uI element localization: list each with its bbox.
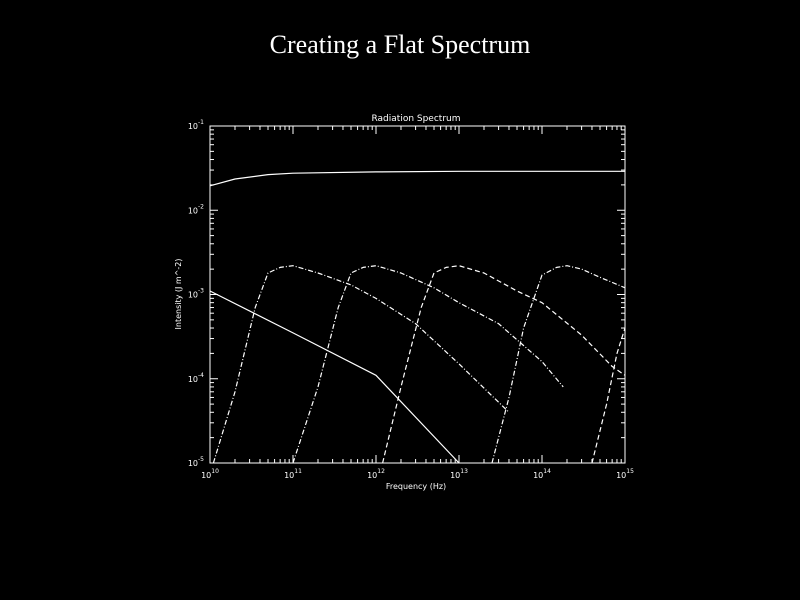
- x-tick-label: 1013: [450, 468, 468, 480]
- slide-title: Creating a Flat Spectrum: [269, 30, 531, 59]
- y-tick-label: 10-3: [188, 288, 204, 300]
- chart-title: Radiation Spectrum: [371, 114, 460, 124]
- plot-frame: [209, 125, 626, 464]
- x-tick-label: 1015: [616, 468, 634, 480]
- axis-ticks: [209, 126, 625, 464]
- x-axis-label: Frequency (Hz): [386, 482, 446, 491]
- y-tick-label: 10-1: [188, 119, 204, 131]
- series-line-5: [382, 265, 626, 464]
- tick-labels: 1010 1011 1012 1013 1014 1015 10-5 10-4 10-3 10-2…: [188, 119, 634, 480]
- series-line-3: [212, 265, 510, 464]
- x-tick-label: 1010: [201, 468, 219, 480]
- series-line-4: [292, 265, 564, 464]
- series-line-7: [591, 327, 626, 464]
- series-line-1: [209, 170, 625, 187]
- y-tick-label: 10-4: [188, 372, 204, 384]
- series-group: [209, 170, 626, 464]
- series-line-6: [491, 265, 626, 464]
- plot-border: [209, 125, 626, 464]
- x-tick-label: 1012: [367, 468, 385, 480]
- x-tick-label: 1014: [533, 468, 551, 480]
- x-tick-label: 1011: [284, 468, 302, 480]
- y-axis-label: Intensity (J m^-2): [174, 259, 183, 330]
- series-line-2: [209, 290, 460, 464]
- y-tick-label: 10-5: [188, 456, 204, 468]
- y-tick-label: 10-2: [188, 203, 204, 215]
